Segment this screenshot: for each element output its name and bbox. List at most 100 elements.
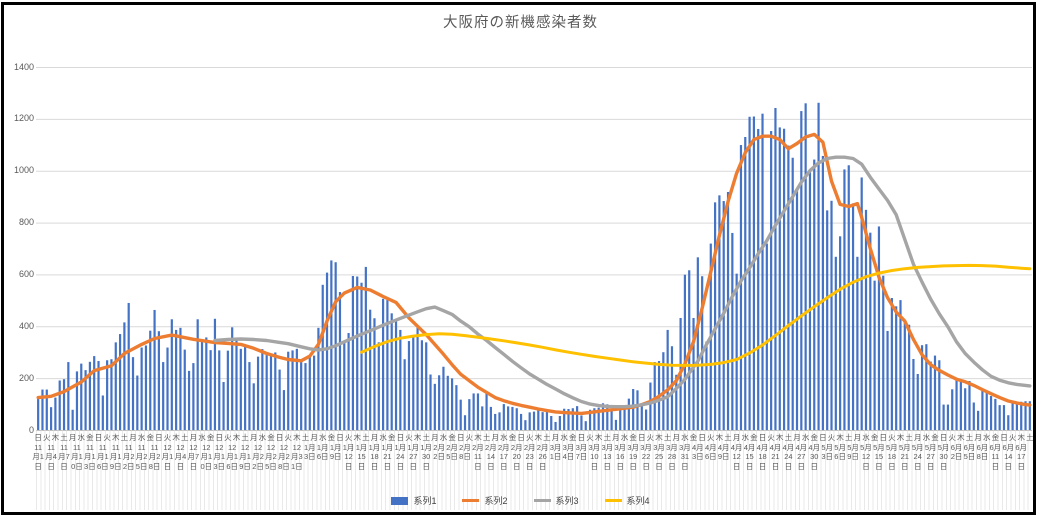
x-axis-weekday-label: 月 xyxy=(189,433,198,442)
bar xyxy=(364,266,367,430)
bar xyxy=(291,350,294,430)
x-axis-date-label: 11月4日 xyxy=(45,443,57,471)
x-axis-date-label: 12月7日 xyxy=(187,443,200,471)
x-axis-weekday-label: 火 xyxy=(767,433,775,442)
bar xyxy=(959,381,962,431)
bar xyxy=(1020,401,1023,430)
x-axis-weekday-label: 月 xyxy=(853,433,862,442)
bar xyxy=(567,409,570,430)
bar xyxy=(977,410,980,430)
bar xyxy=(433,383,436,430)
x-axis-weekday-label: 金 xyxy=(810,433,819,442)
bar xyxy=(666,329,669,430)
x-axis-date-label: 3月25日 xyxy=(653,443,665,471)
bar xyxy=(558,416,561,430)
bar xyxy=(213,318,217,430)
legend-label-series2: 系列2 xyxy=(484,496,508,506)
x-axis-date-label: 6月17日 xyxy=(1015,443,1028,471)
bar xyxy=(450,378,454,430)
bar xyxy=(554,421,557,430)
bar xyxy=(330,260,333,430)
bar xyxy=(106,360,109,430)
x-axis-weekday-label: 月 xyxy=(551,433,560,442)
x-axis-weekday-label: 水 xyxy=(982,433,991,442)
x-axis-weekday-label: 水 xyxy=(318,433,327,442)
bar xyxy=(601,403,605,430)
x-axis-date-label: 3月22日 xyxy=(640,443,652,471)
x-axis-weekday-label: 火 xyxy=(103,433,111,442)
x-axis-date-label: 3月1日 xyxy=(549,443,562,462)
bar xyxy=(537,408,540,430)
y-axis-label: 200 xyxy=(18,372,34,383)
bar xyxy=(903,322,906,430)
x-axis-weekday-label: 水 xyxy=(500,433,508,442)
x-axis-date-label: 5月30日 xyxy=(937,443,950,471)
x-axis-date-label: 11月25日 xyxy=(135,443,148,471)
bar xyxy=(269,353,273,430)
x-axis-weekday-label: 火 xyxy=(405,433,413,442)
x-axis-weekday-label: 火 xyxy=(586,433,594,442)
x-axis-date-label: 2月11日 xyxy=(472,443,484,471)
x-axis-date-label: 3月4日 xyxy=(562,443,575,462)
bar xyxy=(489,406,492,430)
bar xyxy=(869,232,872,430)
x-axis-weekday-label: 月 xyxy=(370,433,379,442)
chart-title: 大阪府の新機感染者数 xyxy=(443,15,598,31)
bar xyxy=(481,406,484,430)
bar xyxy=(84,370,87,431)
bar xyxy=(726,191,730,430)
x-axis-date-label: 1月12日 xyxy=(342,443,355,471)
x-axis-weekday-label: 月 xyxy=(974,433,982,442)
bar xyxy=(886,330,889,430)
series2-line-swatch xyxy=(462,499,480,502)
x-axis-weekday-label: 金 xyxy=(569,433,577,442)
x-axis-weekday-label: 火 xyxy=(284,433,292,442)
bar xyxy=(757,128,760,430)
x-axis-date-label: 11月13日 xyxy=(84,443,96,471)
x-axis-tick-strip xyxy=(36,430,1032,510)
bar xyxy=(860,177,863,430)
x-axis-weekday-label: 月 xyxy=(612,433,620,442)
bar xyxy=(1011,402,1014,430)
bar xyxy=(580,415,583,430)
bar xyxy=(97,361,100,430)
bar xyxy=(347,333,350,430)
bar xyxy=(399,329,402,430)
bar xyxy=(41,389,44,430)
bar xyxy=(80,363,83,430)
bar xyxy=(946,404,950,430)
x-axis-weekday-label: 金 xyxy=(991,433,1000,442)
x-axis-date-label: 5月3日 xyxy=(821,443,834,462)
bar xyxy=(588,409,592,430)
bar xyxy=(839,236,842,430)
bar xyxy=(412,337,415,430)
bar xyxy=(166,347,169,430)
bar xyxy=(356,276,359,430)
bar xyxy=(985,391,988,430)
x-axis-weekday-label: 金 xyxy=(146,433,155,442)
bar xyxy=(830,200,833,430)
x-axis-weekday-label: 金 xyxy=(750,433,758,442)
x-axis-weekday-label: 木 xyxy=(1017,433,1025,442)
bar xyxy=(226,350,229,430)
bar xyxy=(649,382,652,430)
bar xyxy=(739,145,743,431)
bar xyxy=(821,155,824,430)
x-axis-weekday-label: 日 xyxy=(336,433,344,442)
bar xyxy=(847,165,850,430)
bar xyxy=(295,348,298,430)
bar xyxy=(274,352,277,430)
bar xyxy=(774,107,777,430)
bar xyxy=(705,341,708,430)
x-axis-date-label: 12月31日 xyxy=(291,443,303,471)
x-axis-weekday-label: 火 xyxy=(646,433,655,442)
x-axis-weekday-label: 水 xyxy=(439,433,448,442)
y-axis-label: 1400 xyxy=(13,61,34,72)
bar xyxy=(808,169,812,431)
x-axis-date-label: 2月23日 xyxy=(523,443,536,471)
x-axis-date-label: 4月27日 xyxy=(795,443,808,471)
x-axis-date-label: 5月12日 xyxy=(860,443,872,471)
x-axis-date-label: 4月24日 xyxy=(782,443,795,471)
bar xyxy=(386,300,389,430)
legend: 系列1 系列2 系列3 系列4 xyxy=(0,494,1041,507)
